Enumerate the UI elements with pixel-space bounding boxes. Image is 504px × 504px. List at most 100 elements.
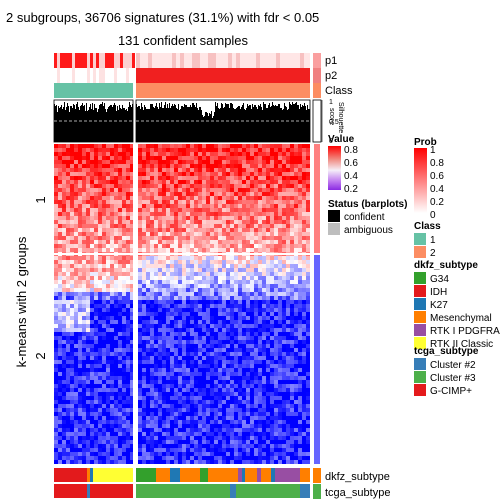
heatmap-cell — [270, 168, 274, 172]
silhouette-bar — [57, 112, 58, 142]
heatmap-cell — [110, 312, 114, 316]
heatmap-cell — [226, 264, 230, 268]
heatmap-cell — [262, 224, 266, 228]
heatmap-cell — [138, 284, 142, 288]
silhouette-bar — [111, 105, 112, 142]
heatmap-cell — [86, 364, 90, 368]
heatmap-cell — [182, 212, 186, 216]
heatmap-cell — [274, 328, 278, 332]
heatmap-cell — [250, 152, 254, 156]
heatmap-cell — [218, 216, 222, 220]
heatmap-cell — [186, 292, 190, 296]
heatmap-cell — [182, 184, 186, 188]
heatmap-cell — [230, 248, 234, 252]
heatmap-cell — [78, 144, 82, 148]
heatmap-cell — [58, 396, 62, 400]
heatmap-cell — [166, 144, 170, 148]
heatmap-cell — [106, 408, 110, 412]
heatmap-cell — [302, 404, 306, 408]
heatmap-cell — [106, 248, 110, 252]
heatmap-cell — [146, 400, 150, 404]
heatmap-cell — [210, 244, 214, 248]
silhouette-bar — [90, 104, 91, 142]
heatmap-cell — [54, 152, 58, 156]
heatmap-cell — [302, 176, 306, 180]
heatmap-cell — [246, 220, 250, 224]
heatmap-cell — [142, 372, 146, 376]
heatmap-cell — [74, 180, 78, 184]
heatmap-cell — [138, 316, 142, 320]
heatmap-cell — [286, 332, 290, 336]
heatmap-cell — [218, 404, 222, 408]
heatmap-cell — [146, 296, 150, 300]
heatmap-cell — [154, 272, 158, 276]
heatmap-cell — [206, 316, 210, 320]
heatmap-cell — [190, 388, 194, 392]
heatmap-cell — [226, 288, 230, 292]
heatmap-cell — [110, 288, 114, 292]
heatmap-cell — [246, 412, 250, 416]
heatmap-cell — [186, 360, 190, 364]
heatmap-cell — [274, 212, 278, 216]
heatmap-cell — [222, 232, 226, 236]
heatmap-cell — [190, 264, 194, 268]
heatmap-cell — [202, 388, 206, 392]
heatmap-cell — [210, 144, 214, 148]
heatmap-cell — [274, 356, 278, 360]
silhouette-bar — [183, 107, 184, 142]
heatmap-cell — [246, 268, 250, 272]
heatmap-cell — [210, 312, 214, 316]
heatmap-cell — [274, 332, 278, 336]
heatmap-cell — [190, 400, 194, 404]
heatmap-cell — [58, 180, 62, 184]
heatmap-cell — [62, 356, 66, 360]
heatmap-cell — [230, 176, 234, 180]
heatmap-cell — [166, 368, 170, 372]
heatmap-cell — [190, 152, 194, 156]
heatmap-cell — [146, 248, 150, 252]
heatmap-cell — [138, 280, 142, 284]
heatmap-cell — [174, 176, 178, 180]
heatmap-cell — [90, 224, 94, 228]
heatmap-cell — [166, 380, 170, 384]
heatmap-cell — [274, 308, 278, 312]
heatmap-cell — [90, 432, 94, 436]
heatmap-cell — [66, 412, 70, 416]
heatmap-cell — [70, 216, 74, 220]
heatmap-cell — [246, 352, 250, 356]
heatmap-cell — [238, 220, 242, 224]
heatmap-cell — [94, 204, 98, 208]
heatmap-cell — [246, 360, 250, 364]
heatmap-cell — [186, 264, 190, 268]
heatmap-cell — [118, 336, 122, 340]
heatmap-cell — [302, 184, 306, 188]
heatmap-cell — [186, 432, 190, 436]
heatmap-cell — [282, 292, 286, 296]
heatmap-cell — [222, 388, 226, 392]
heatmap-cell — [210, 296, 214, 300]
heatmap-cell — [246, 168, 250, 172]
heatmap-cell — [238, 320, 242, 324]
heatmap-cell — [178, 432, 182, 436]
heatmap-cell — [54, 160, 58, 164]
heatmap-cell — [90, 384, 94, 388]
heatmap-cell — [238, 396, 242, 400]
heatmap-cell — [78, 224, 82, 228]
heatmap-cell — [142, 244, 146, 248]
heatmap-cell — [106, 176, 110, 180]
heatmap-cell — [142, 192, 146, 196]
heatmap-cell — [218, 168, 222, 172]
heatmap-cell — [246, 304, 250, 308]
heatmap-cell — [78, 360, 82, 364]
heatmap-cell — [74, 172, 78, 176]
heatmap-cell — [138, 224, 142, 228]
heatmap-cell — [130, 228, 134, 232]
heatmap-cell — [290, 292, 294, 296]
heatmap-cell — [158, 228, 162, 232]
heatmap-cell — [138, 228, 142, 232]
heatmap-cell — [58, 200, 62, 204]
p1-cell — [172, 53, 176, 68]
heatmap-cell — [118, 404, 122, 408]
heatmap-cell — [102, 244, 106, 248]
heatmap-cell — [286, 268, 290, 272]
